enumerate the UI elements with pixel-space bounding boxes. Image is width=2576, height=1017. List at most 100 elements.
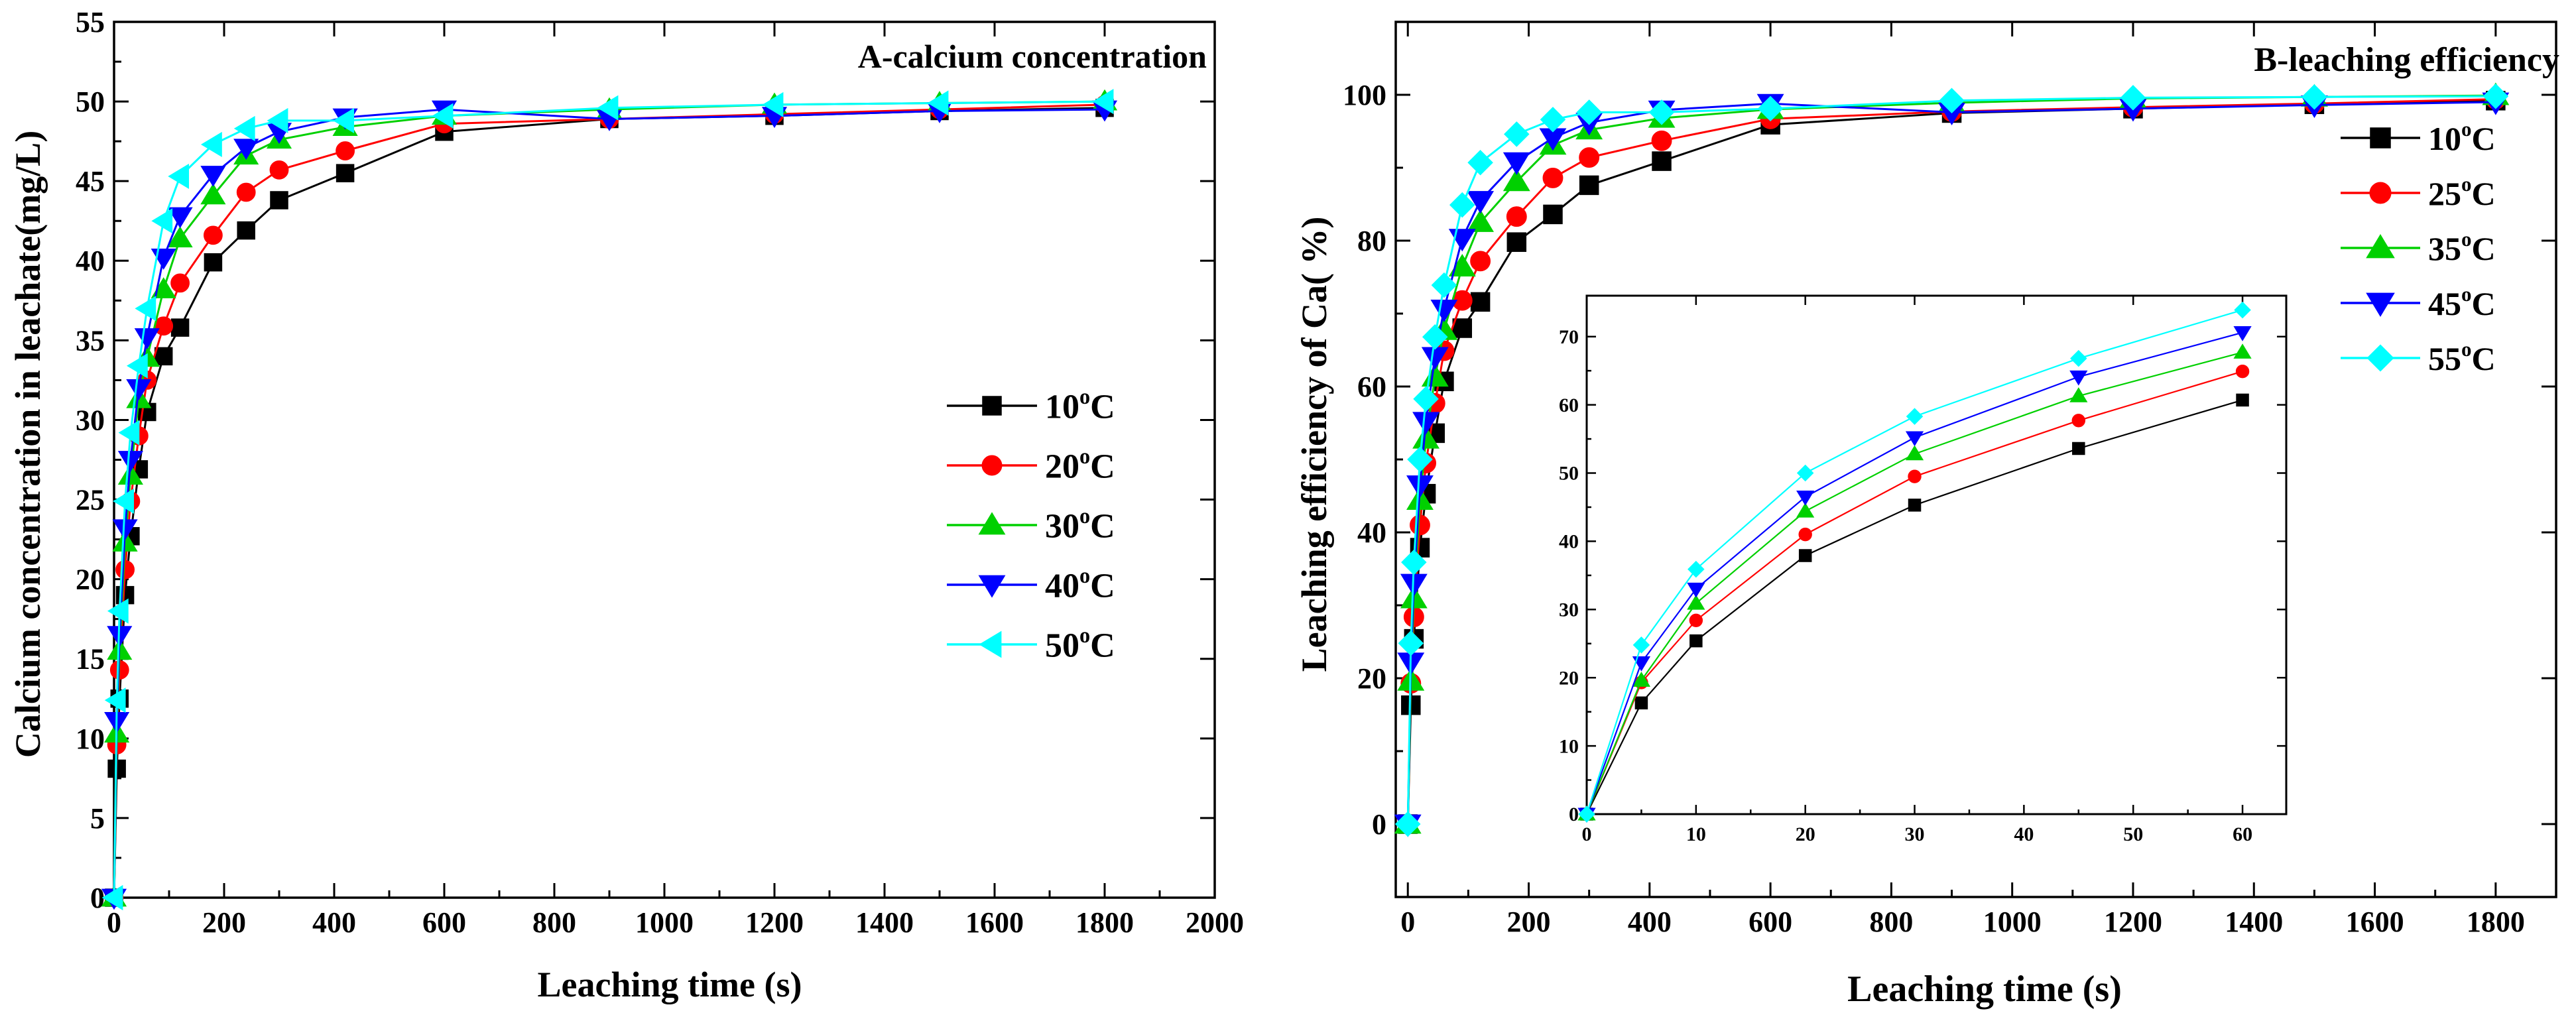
y-tick-label: 80 bbox=[1357, 225, 1386, 257]
series-line-55 bbox=[1406, 95, 2496, 825]
x-tick-label: 0 bbox=[1582, 823, 1592, 845]
plotInset-frame bbox=[1585, 294, 2288, 815]
data-point-20 bbox=[236, 182, 256, 202]
y-tick-label: 5 bbox=[90, 802, 105, 835]
legend-marker-50 bbox=[979, 630, 1002, 658]
x-tick-label: 400 bbox=[312, 906, 356, 939]
data-point-45 bbox=[1412, 412, 1440, 435]
data-point-50 bbox=[104, 688, 126, 713]
y-tick-label: 45 bbox=[76, 165, 105, 198]
legend-label-25: 25oC bbox=[2428, 172, 2496, 212]
data-point-55 bbox=[1413, 386, 1439, 412]
data-point-35 bbox=[2233, 343, 2252, 359]
data-point-45 bbox=[2069, 370, 2088, 386]
y-tick-label: 30 bbox=[1559, 599, 1579, 621]
data-point-55 bbox=[1407, 446, 1433, 473]
data-point-50 bbox=[201, 131, 222, 158]
legend-label-10: 10oC bbox=[2428, 117, 2496, 157]
y-tick-label: 40 bbox=[76, 245, 105, 277]
data-point-25 bbox=[1579, 147, 1600, 168]
data-point-40 bbox=[117, 451, 143, 472]
data-point-40 bbox=[134, 328, 160, 349]
x-tick-label: 60 bbox=[2233, 823, 2252, 845]
x-tick-label: 200 bbox=[1507, 906, 1551, 938]
data-point-10 bbox=[1579, 175, 1599, 196]
x-tick-label: 20 bbox=[1796, 823, 1815, 845]
legend-label-10: 10oC bbox=[1045, 385, 1115, 426]
data-point-40 bbox=[233, 139, 259, 160]
legend-label-45: 45oC bbox=[2428, 282, 2496, 322]
legend-label-35: 35oC bbox=[2428, 227, 2496, 267]
data-point-50 bbox=[927, 90, 949, 116]
legend-marker-25 bbox=[2369, 182, 2392, 204]
data-point-45 bbox=[1430, 300, 1458, 323]
data-point-55 bbox=[1632, 636, 1650, 654]
data-point-50 bbox=[126, 353, 148, 379]
data-point-50 bbox=[107, 598, 129, 624]
data-point-50 bbox=[118, 420, 140, 446]
data-point-55 bbox=[1504, 121, 1530, 147]
data-point-25 bbox=[1470, 251, 1491, 272]
chart-a-plot: 0 200 400 600 800 1000 1200 1400 1600 1800 2000 0 5 1… bbox=[76, 6, 1244, 939]
x-tick-label: 0 bbox=[107, 906, 121, 939]
data-point-25 bbox=[1506, 206, 1527, 227]
data-point-45 bbox=[1503, 152, 1530, 175]
data-point-25 bbox=[1798, 527, 1812, 542]
y-tick-label: 55 bbox=[76, 6, 105, 38]
data-point-50 bbox=[151, 208, 173, 234]
data-point-50 bbox=[762, 91, 784, 117]
data-point-10 bbox=[270, 191, 288, 209]
y-tick-label: 20 bbox=[76, 564, 105, 596]
data-point-50 bbox=[233, 115, 255, 141]
y-tick-label: 0 bbox=[1372, 808, 1386, 841]
data-point-30 bbox=[117, 463, 143, 485]
x-tick-label: 1600 bbox=[965, 906, 1024, 939]
data-point-10 bbox=[2236, 393, 2249, 407]
data-point-10 bbox=[204, 253, 223, 272]
data-point-25 bbox=[2235, 365, 2250, 379]
legend-marker-45 bbox=[2366, 292, 2395, 317]
data-point-35 bbox=[2069, 387, 2088, 402]
data-point-35 bbox=[1412, 426, 1440, 449]
x-tick-label: 1200 bbox=[745, 906, 804, 939]
data-point-10 bbox=[1506, 232, 1527, 252]
data-point-55 bbox=[1449, 192, 1475, 218]
chart-a-xlabel: Leaching time (s) bbox=[538, 965, 802, 1004]
data-point-40 bbox=[126, 379, 152, 400]
data-point-55 bbox=[1757, 95, 1784, 122]
data-point-55 bbox=[2070, 349, 2087, 367]
x-tick-label: 600 bbox=[1748, 906, 1792, 938]
y-tick-label: 25 bbox=[76, 484, 105, 516]
y-tick-label: 0 bbox=[90, 882, 105, 914]
data-point-35 bbox=[1503, 168, 1530, 192]
legend-marker-20 bbox=[981, 455, 1003, 476]
x-tick-label: 1000 bbox=[635, 906, 694, 939]
legend-label-50: 50oC bbox=[1045, 623, 1115, 665]
data-point-55 bbox=[1906, 408, 1924, 425]
data-point-50 bbox=[333, 107, 355, 133]
x-tick-label: 800 bbox=[532, 906, 576, 939]
chart-a-legend: 10oC 20oC 30oC 40oC 50oC bbox=[947, 385, 1115, 665]
legend-marker-10 bbox=[2370, 127, 2391, 149]
chart-b: B-leaching efficiency Leaching time (s) … bbox=[1294, 21, 2559, 1010]
series-line-40 bbox=[113, 108, 1105, 898]
data-point-20 bbox=[170, 273, 190, 293]
x-tick-label: 200 bbox=[202, 906, 246, 939]
legend-marker-10 bbox=[982, 396, 1002, 416]
y-tick-label: 60 bbox=[1357, 371, 1386, 403]
data-point-10 bbox=[2072, 442, 2085, 455]
legend-marker-40 bbox=[978, 575, 1006, 598]
data-point-10 bbox=[1470, 292, 1491, 312]
data-point-55 bbox=[2234, 301, 2251, 319]
x-tick-label: 1800 bbox=[2467, 906, 2525, 938]
data-point-55 bbox=[1394, 811, 1421, 837]
chart-b-xlabel: Leaching time (s) bbox=[1847, 969, 2122, 1010]
data-point-10 bbox=[1798, 549, 1812, 562]
x-tick-label: 1400 bbox=[2225, 906, 2283, 938]
chart-b-inset: 0 10 20 30 40 50 60 0 10 20 30 40 50 60 70 bbox=[1559, 294, 2288, 845]
data-point-35 bbox=[1467, 209, 1495, 232]
data-point-45 bbox=[1632, 656, 1651, 672]
y-tick-label: 30 bbox=[76, 404, 105, 436]
data-point-10 bbox=[1452, 318, 1473, 338]
x-tick-label: 2000 bbox=[1186, 906, 1244, 939]
